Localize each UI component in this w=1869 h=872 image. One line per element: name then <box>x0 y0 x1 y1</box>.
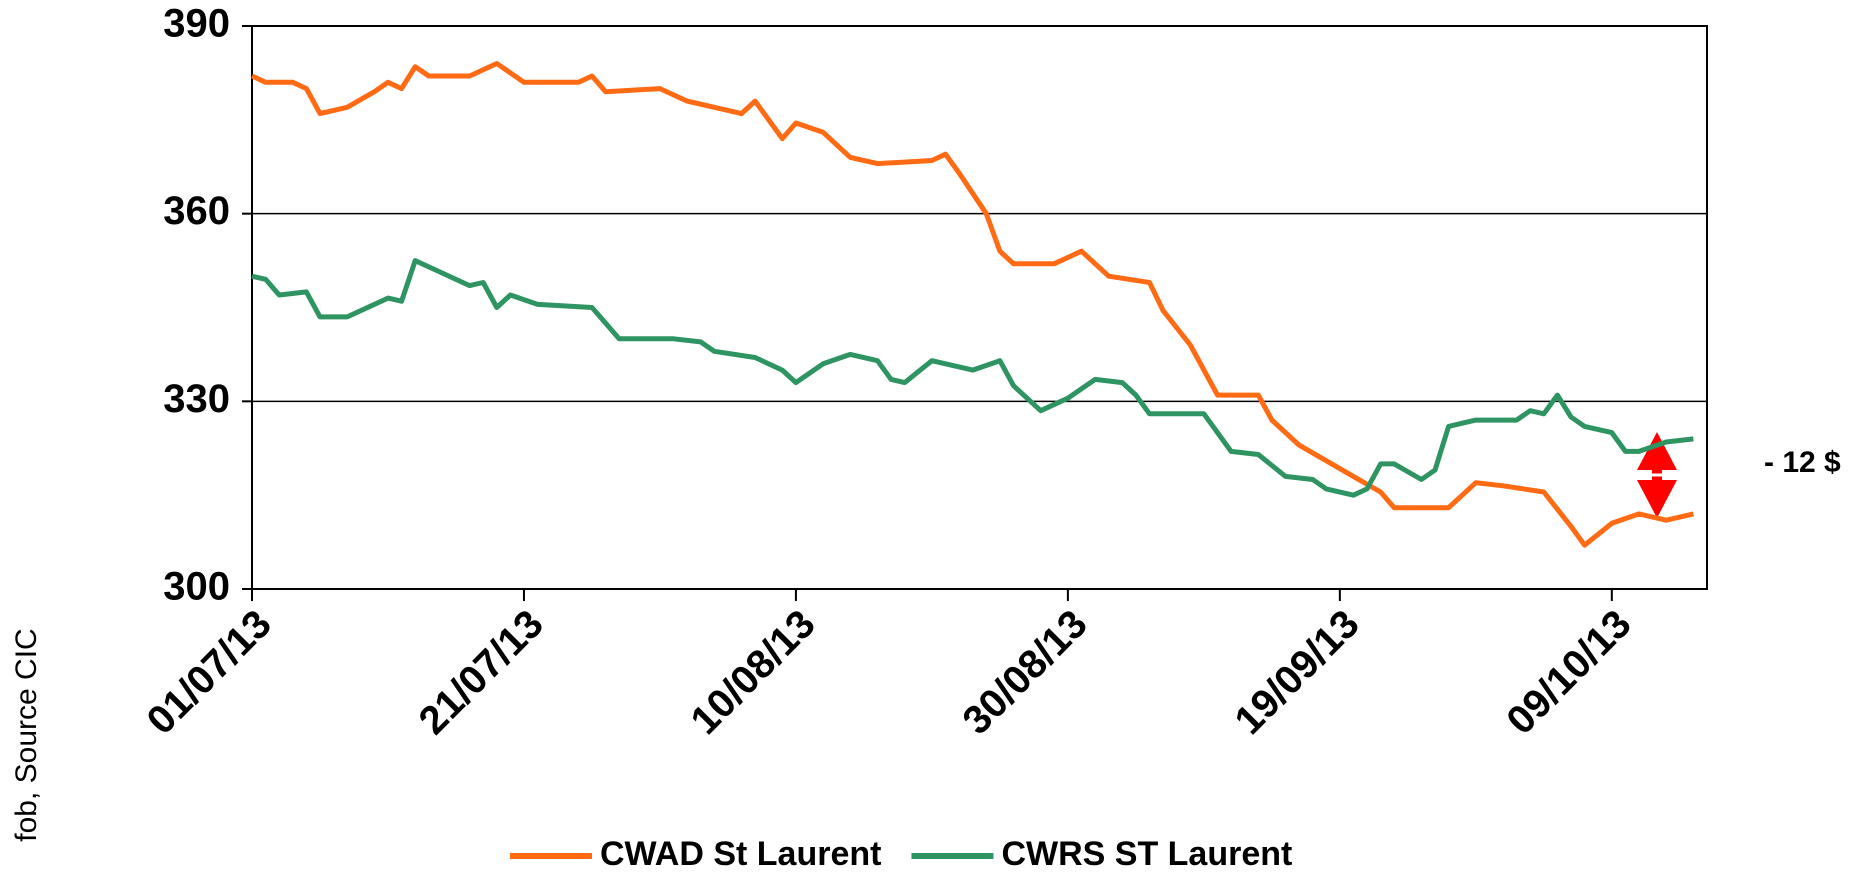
annotation: - 12 $ <box>1764 446 1841 479</box>
series-line <box>251 258 1694 498</box>
series-line <box>250 61 1694 548</box>
spread-arrow <box>1637 432 1677 518</box>
y-tick-label: 390 <box>163 2 230 46</box>
x-tick-label: 01/07/13 <box>139 602 280 743</box>
x-tick-label: 09/10/13 <box>1498 602 1639 743</box>
x-tick-label: 19/09/13 <box>1226 602 1367 743</box>
x-tick-label: 30/08/13 <box>955 602 1096 743</box>
legend-label: CWRS ST Laurent <box>1001 835 1292 872</box>
y-tick-label: 360 <box>163 189 230 233</box>
plot-frame <box>251 25 1708 590</box>
x-tick-label: 10/08/13 <box>683 602 824 743</box>
legend: CWAD St Laurent CWRS ST Laurent <box>510 835 1292 872</box>
x-tick-label: 21/07/13 <box>411 602 552 743</box>
y-axis-label: fob, Source CIC <box>10 628 43 841</box>
legend-label: CWAD St Laurent <box>600 835 881 872</box>
y-tick-label: 330 <box>163 377 230 421</box>
y-tick-label: 300 <box>163 565 230 609</box>
